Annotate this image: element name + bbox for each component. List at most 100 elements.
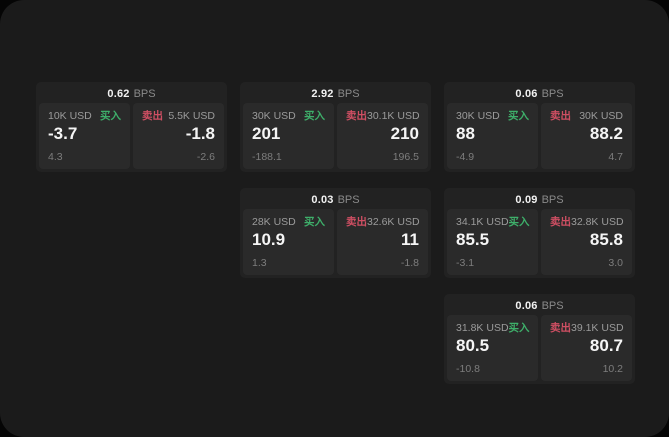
sell-panel-top: 卖出 5.5K USD — [142, 111, 215, 122]
buy-panel[interactable]: 31.8K USD 买入 80.5 -10.8 — [447, 315, 538, 381]
sell-notional: 32.6K USD — [367, 216, 420, 228]
sell-delta: 4.7 — [608, 150, 623, 163]
bps-header: 0.06 BPS — [447, 85, 632, 103]
buy-panel[interactable]: 30K USD 买入 88 -4.9 — [447, 103, 538, 169]
sell-panel-top: 卖出 30K USD — [550, 111, 623, 122]
sell-side-label: 卖出 — [550, 216, 571, 228]
bps-value: 0.62 — [107, 88, 130, 100]
buy-delta: -10.8 — [456, 362, 480, 375]
buy-side-label: 买入 — [508, 322, 530, 334]
bps-value: 0.06 — [515, 300, 538, 312]
sell-delta: -2.6 — [196, 150, 215, 163]
sell-price: 80.7 — [589, 335, 623, 355]
buy-side-label: 买入 — [304, 110, 325, 122]
sell-price: 210 — [390, 123, 419, 143]
sell-notional: 30.1K USD — [367, 110, 420, 122]
buy-price: 80.5 — [456, 335, 490, 355]
sell-panel-top: 卖出 32.8K USD — [550, 216, 624, 228]
sell-panel[interactable]: 卖出 5.5K USD -1.8 -2.6 — [133, 103, 224, 169]
buy-price: -3.7 — [48, 123, 78, 143]
bps-unit-label: BPS — [541, 300, 564, 312]
quote-panels: 31.8K USD 买入 80.5 -10.8 卖出 39.1K USD 80.… — [447, 315, 632, 381]
sell-delta: 10.2 — [602, 362, 623, 375]
buy-panel[interactable]: 28K USD 买入 10.9 1.3 — [243, 209, 334, 275]
buy-side-label: 买入 — [100, 110, 121, 122]
sell-notional: 5.5K USD — [168, 110, 215, 122]
bps-header: 0.09 BPS — [447, 191, 632, 209]
sell-price: -1.8 — [185, 123, 215, 143]
quote-card: 0.06 BPS 31.8K USD 买入 80.5 -10.8 卖出 39.1… — [444, 294, 635, 384]
sell-panel[interactable]: 卖出 30.1K USD 210 196.5 — [337, 103, 428, 169]
buy-side-label: 买入 — [304, 216, 325, 228]
buy-notional: 10K USD — [48, 110, 92, 122]
sell-panel[interactable]: 卖出 32.8K USD 85.8 3.0 — [541, 209, 632, 275]
sell-panel[interactable]: 卖出 32.6K USD 11 -1.8 — [337, 209, 428, 275]
quote-card: 2.92 BPS 30K USD 买入 201 -188.1 卖出 30.1K … — [240, 82, 431, 172]
bps-header: 0.03 BPS — [243, 191, 428, 209]
sell-side-label: 卖出 — [142, 110, 163, 122]
buy-panel-top: 28K USD 买入 — [252, 217, 325, 228]
buy-delta: 1.3 — [252, 256, 267, 269]
sell-panel-top: 卖出 30.1K USD — [346, 110, 420, 122]
bps-unit-label: BPS — [337, 88, 360, 100]
sell-price: 85.8 — [589, 229, 623, 249]
buy-panel-top: 31.8K USD 买入 — [456, 322, 530, 334]
sell-notional: 32.8K USD — [571, 216, 624, 228]
buy-price: 85.5 — [456, 229, 490, 249]
quote-card: 0.06 BPS 30K USD 买入 88 -4.9 卖出 30K USD 8… — [444, 82, 635, 172]
quote-panels: 28K USD 买入 10.9 1.3 卖出 32.6K USD 11 -1.8 — [243, 209, 428, 275]
quote-card: 0.09 BPS 34.1K USD 买入 85.5 -3.1 卖出 32.8K… — [444, 188, 635, 278]
bps-value: 0.03 — [311, 194, 334, 206]
buy-notional: 30K USD — [456, 110, 500, 122]
buy-price: 201 — [252, 123, 281, 143]
quote-panels: 30K USD 买入 201 -188.1 卖出 30.1K USD 210 1… — [243, 103, 428, 169]
bps-unit-label: BPS — [541, 194, 564, 206]
quote-card: 0.03 BPS 28K USD 买入 10.9 1.3 卖出 32.6K US… — [240, 188, 431, 278]
buy-panel[interactable]: 10K USD 买入 -3.7 4.3 — [39, 103, 130, 169]
sell-price: 88.2 — [589, 123, 623, 143]
buy-panel-top: 34.1K USD 买入 — [456, 216, 530, 228]
buy-notional: 31.8K USD — [456, 322, 509, 334]
bps-header: 2.92 BPS — [243, 85, 428, 103]
bps-unit-label: BPS — [541, 88, 564, 100]
sell-notional: 30K USD — [579, 110, 623, 122]
quote-card: 0.62 BPS 10K USD 买入 -3.7 4.3 卖出 5.5K USD… — [36, 82, 227, 172]
buy-side-label: 买入 — [508, 110, 529, 122]
sell-panel-top: 卖出 32.6K USD — [346, 216, 420, 228]
buy-price: 88 — [456, 123, 475, 143]
buy-delta: -4.9 — [456, 150, 475, 163]
bps-value: 0.06 — [515, 88, 538, 100]
sell-side-label: 卖出 — [346, 216, 367, 228]
buy-panel[interactable]: 34.1K USD 买入 85.5 -3.1 — [447, 209, 538, 275]
bps-header: 0.62 BPS — [39, 85, 224, 103]
bps-header: 0.06 BPS — [447, 297, 632, 315]
buy-panel-top: 30K USD 买入 — [252, 111, 325, 122]
bps-unit-label: BPS — [133, 88, 156, 100]
buy-panel-top: 30K USD 买入 — [456, 111, 529, 122]
buy-side-label: 买入 — [508, 216, 530, 228]
sell-side-label: 卖出 — [550, 110, 571, 122]
buy-notional: 34.1K USD — [456, 216, 509, 228]
sell-panel[interactable]: 卖出 39.1K USD 80.7 10.2 — [541, 315, 632, 381]
bps-unit-label: BPS — [337, 194, 360, 206]
bps-value: 2.92 — [311, 88, 334, 100]
buy-delta: 4.3 — [48, 150, 63, 163]
buy-panel[interactable]: 30K USD 买入 201 -188.1 — [243, 103, 334, 169]
sell-price: 11 — [401, 229, 419, 249]
sell-panel-top: 卖出 39.1K USD — [550, 322, 624, 334]
quote-panels: 34.1K USD 买入 85.5 -3.1 卖出 32.8K USD 85.8… — [447, 209, 632, 275]
buy-delta: -188.1 — [252, 150, 282, 163]
sell-panel[interactable]: 卖出 30K USD 88.2 4.7 — [541, 103, 632, 169]
buy-panel-top: 10K USD 买入 — [48, 111, 121, 122]
bps-value: 0.09 — [515, 194, 538, 206]
buy-price: 10.9 — [252, 229, 286, 249]
sell-side-label: 卖出 — [346, 110, 367, 122]
buy-notional: 28K USD — [252, 216, 296, 228]
buy-notional: 30K USD — [252, 110, 296, 122]
quote-panels: 30K USD 买入 88 -4.9 卖出 30K USD 88.2 4.7 — [447, 103, 632, 169]
sell-notional: 39.1K USD — [571, 322, 624, 334]
quote-panels: 10K USD 买入 -3.7 4.3 卖出 5.5K USD -1.8 -2.… — [39, 103, 224, 169]
buy-delta: -3.1 — [456, 256, 475, 269]
sell-delta: 3.0 — [608, 256, 623, 269]
